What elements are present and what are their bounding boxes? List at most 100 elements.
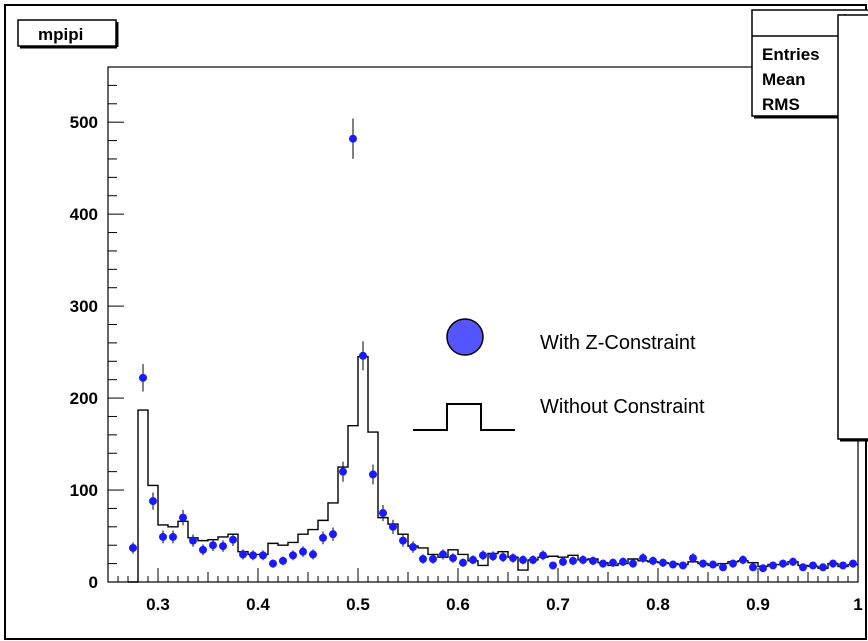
point-marker	[399, 536, 407, 545]
point-marker	[819, 563, 827, 572]
data-point	[509, 553, 517, 563]
point-marker	[569, 556, 577, 565]
data-point	[389, 519, 397, 534]
data-point	[329, 527, 337, 541]
point-marker	[259, 551, 267, 560]
data-point	[289, 550, 297, 561]
data-point	[199, 544, 207, 556]
data-point	[269, 559, 277, 568]
point-marker	[619, 557, 627, 566]
point-marker	[499, 553, 507, 562]
point-marker	[779, 559, 787, 568]
point-marker	[549, 561, 557, 570]
point-marker	[329, 530, 337, 539]
point-marker	[219, 542, 227, 551]
point-marker	[599, 559, 607, 568]
data-point	[349, 118, 357, 159]
data-point	[459, 558, 467, 567]
data-point	[589, 556, 597, 566]
data-point	[809, 561, 817, 570]
point-marker	[709, 560, 717, 569]
point-marker	[249, 551, 257, 560]
point-marker	[159, 532, 167, 541]
data-point	[359, 341, 367, 371]
y-tick-label: 300	[70, 297, 98, 316]
point-marker	[339, 467, 347, 476]
y-tick-label: 0	[89, 573, 98, 592]
point-marker	[579, 555, 587, 564]
canvas-frame	[4, 4, 867, 640]
point-marker	[759, 564, 767, 573]
chart-title: mpipi	[38, 25, 83, 44]
point-marker	[699, 559, 707, 568]
point-marker	[629, 559, 637, 568]
data-point	[759, 564, 767, 573]
stats-label-mean: Mean	[762, 70, 805, 89]
data-point	[599, 559, 607, 568]
point-marker	[649, 556, 657, 565]
point-marker	[509, 554, 517, 563]
point-marker	[799, 563, 807, 572]
data-point	[429, 554, 437, 564]
point-marker	[789, 557, 797, 566]
data-point	[419, 554, 427, 564]
point-marker	[839, 561, 847, 570]
data-point	[479, 550, 487, 561]
point-marker	[269, 559, 277, 568]
legend-label-without-constraint: Without Constraint	[540, 396, 705, 418]
data-point	[319, 531, 327, 545]
data-point	[569, 556, 577, 566]
x-tick-label: 1	[853, 595, 862, 614]
data-point	[659, 558, 667, 567]
point-marker	[409, 543, 417, 552]
data-point	[839, 561, 847, 570]
data-point	[179, 509, 187, 526]
point-marker	[129, 543, 137, 552]
point-marker	[379, 509, 387, 518]
x-tick-label: 0.6	[446, 595, 470, 614]
data-point	[309, 549, 317, 560]
data-point	[609, 558, 617, 567]
x-tick-label: 0.3	[146, 595, 170, 614]
point-marker	[679, 561, 687, 570]
point-marker	[139, 373, 147, 382]
point-marker	[349, 134, 357, 143]
y-tick-label: 500	[70, 113, 98, 132]
data-point	[679, 561, 687, 570]
data-point	[129, 542, 137, 554]
point-marker	[689, 554, 697, 563]
data-point	[339, 461, 347, 482]
point-marker	[769, 561, 777, 570]
y-tick-label: 200	[70, 389, 98, 408]
data-point	[749, 563, 757, 572]
point-marker	[149, 497, 157, 506]
x-tick-label: 0.5	[346, 595, 370, 614]
data-point	[849, 559, 857, 568]
data-point	[709, 560, 717, 569]
data-point	[519, 555, 527, 565]
x-axis: 0.3 0.4 0.5 0.6 0.7 0.8 0.9 1	[107, 568, 863, 614]
point-marker	[189, 536, 197, 545]
point-marker	[849, 559, 857, 568]
point-marker	[209, 541, 217, 550]
point-marker	[369, 470, 377, 479]
data-point	[249, 550, 257, 561]
data-point	[539, 550, 547, 561]
data-point	[439, 549, 447, 560]
data-point	[379, 505, 387, 521]
point-marker	[229, 535, 237, 544]
point-marker	[289, 551, 297, 560]
point-marker	[239, 550, 247, 559]
data-point	[649, 556, 657, 566]
data-point	[469, 555, 477, 565]
points-layer	[129, 118, 857, 573]
x-tick-label: 0.4	[246, 595, 270, 614]
data-point	[579, 555, 587, 565]
data-point	[189, 534, 197, 547]
data-point	[139, 364, 147, 392]
point-marker	[809, 561, 817, 570]
point-marker	[479, 551, 487, 560]
point-marker	[359, 351, 367, 360]
point-marker	[609, 558, 617, 567]
